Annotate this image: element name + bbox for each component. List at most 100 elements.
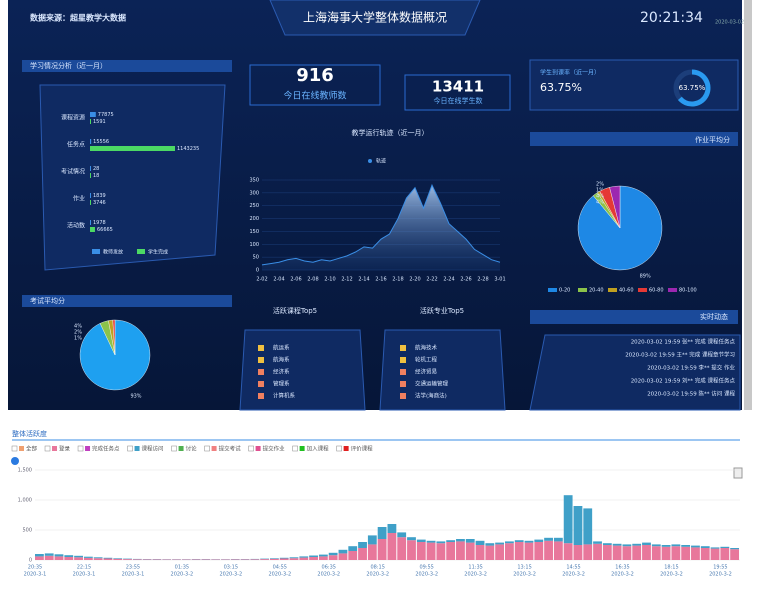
- list-title: 活跃课程Top5: [273, 306, 317, 315]
- bar: [388, 524, 397, 533]
- x-tick-date: 2020-3-1: [73, 572, 96, 578]
- legend-label[interactable]: 完成任务点: [92, 445, 120, 453]
- legend-label[interactable]: 全部: [26, 445, 38, 453]
- x-tick-time: 14:55: [566, 565, 580, 571]
- legend-swatch[interactable]: [85, 446, 90, 451]
- legend-label[interactable]: 提交考试: [219, 445, 242, 453]
- legend-check[interactable]: [293, 446, 298, 451]
- legend-swatch: [92, 249, 100, 254]
- legend-swatch[interactable]: [52, 446, 57, 451]
- legend-check[interactable]: [12, 446, 17, 451]
- bar: [730, 549, 739, 560]
- bar: [378, 539, 387, 560]
- activity-title: 整体活跃度: [12, 429, 47, 438]
- legend-check[interactable]: [78, 446, 83, 451]
- bar: [554, 541, 563, 560]
- legend-swatch[interactable]: [19, 446, 24, 451]
- bar: [339, 550, 348, 554]
- legend-check[interactable]: [172, 446, 177, 451]
- legend-check[interactable]: [205, 446, 210, 451]
- x-tick-label: 2-06: [290, 277, 301, 283]
- bar: [564, 495, 573, 543]
- bar: [642, 545, 651, 560]
- category-label: 作业: [73, 195, 85, 203]
- x-tick-date: 2020-3-2: [513, 572, 536, 578]
- rank-icon: [400, 381, 406, 387]
- bar: [280, 559, 289, 561]
- bar: [270, 559, 279, 560]
- feed-item: 2020-03-02 19:59 张** 完成 课程任务点: [631, 338, 736, 346]
- x-tick-label: 2-10: [324, 277, 335, 283]
- x-tick-label: 2-02: [256, 277, 267, 283]
- bar: [90, 193, 91, 198]
- bar: [378, 527, 387, 539]
- legend-swatch[interactable]: [179, 446, 184, 451]
- rank-icon: [400, 393, 406, 399]
- feed-item: 2020-03-02 19:59 李** 提交 作业: [647, 364, 735, 372]
- x-tick-date: 2020-3-2: [660, 572, 683, 578]
- bar: [192, 559, 201, 560]
- y-tick-label: 0: [256, 268, 259, 274]
- x-tick-date: 2020-3-2: [171, 572, 194, 578]
- rank-icon: [258, 345, 264, 351]
- bar: [250, 559, 259, 560]
- legend-check[interactable]: [337, 446, 342, 451]
- legend-label[interactable]: 加入课程: [307, 445, 330, 453]
- y-tick-label: 0: [29, 558, 32, 564]
- bar: [319, 555, 328, 557]
- list-item: 轮机工程: [415, 356, 438, 364]
- legend-label[interactable]: 提交作业: [263, 445, 286, 453]
- y-tick-label: 250: [249, 203, 259, 209]
- legend-swatch[interactable]: [135, 446, 140, 451]
- bar: [574, 545, 583, 560]
- panel-title: 学习情况分析（近一月）: [30, 61, 107, 70]
- bar: [329, 555, 338, 560]
- bar: [544, 538, 553, 541]
- x-tick-date: 2020-3-2: [415, 572, 438, 578]
- legend-swatch[interactable]: [344, 446, 349, 451]
- legend-label[interactable]: 登录: [59, 445, 71, 453]
- bar: [348, 546, 357, 551]
- bar: [407, 537, 416, 540]
- value-label: 1839: [93, 193, 106, 199]
- bar: [55, 554, 64, 556]
- clock: 20:21:34: [640, 10, 703, 26]
- x-tick-date: 2020-3-2: [268, 572, 291, 578]
- legend-label[interactable]: 讨论: [186, 445, 198, 453]
- legend-swatch[interactable]: [256, 446, 261, 451]
- x-tick-date: 2020-3-2: [317, 572, 340, 578]
- legend-check[interactable]: [45, 446, 50, 451]
- legend-check[interactable]: [128, 446, 133, 451]
- legend-swatch[interactable]: [300, 446, 305, 451]
- bar: [701, 548, 710, 560]
- bar: [652, 544, 661, 546]
- stat-value: 916: [296, 65, 334, 86]
- add-icon[interactable]: [11, 457, 19, 465]
- feed-item: 2020-03-02 19:59 陈** 访问 课程: [647, 390, 735, 398]
- bar: [632, 544, 641, 546]
- bar: [671, 544, 680, 546]
- y-tick-label: 500: [22, 528, 32, 534]
- x-tick-time: 01:35: [175, 565, 189, 571]
- y-tick-label: 300: [249, 190, 259, 196]
- bar: [329, 553, 338, 555]
- bar: [544, 541, 553, 560]
- legend-swatch[interactable]: [212, 446, 217, 451]
- bar: [90, 220, 91, 225]
- legend-swatch: [668, 288, 677, 292]
- legend-check[interactable]: [249, 446, 254, 451]
- legend-label[interactable]: 评价课程: [351, 445, 374, 453]
- bar: [554, 538, 563, 542]
- bar: [525, 543, 534, 560]
- bar: [368, 535, 377, 544]
- attendance-rate: 63.75%: [540, 81, 582, 94]
- bar: [456, 539, 465, 541]
- bar: [446, 542, 455, 560]
- bar: [260, 559, 269, 560]
- menu-icon[interactable]: [734, 468, 742, 478]
- list-item: 管理系: [273, 380, 290, 388]
- x-tick-time: 03:15: [224, 565, 238, 571]
- legend-label[interactable]: 课程访问: [142, 445, 164, 453]
- bar: [417, 542, 426, 560]
- category-label: 课程资源: [61, 114, 85, 122]
